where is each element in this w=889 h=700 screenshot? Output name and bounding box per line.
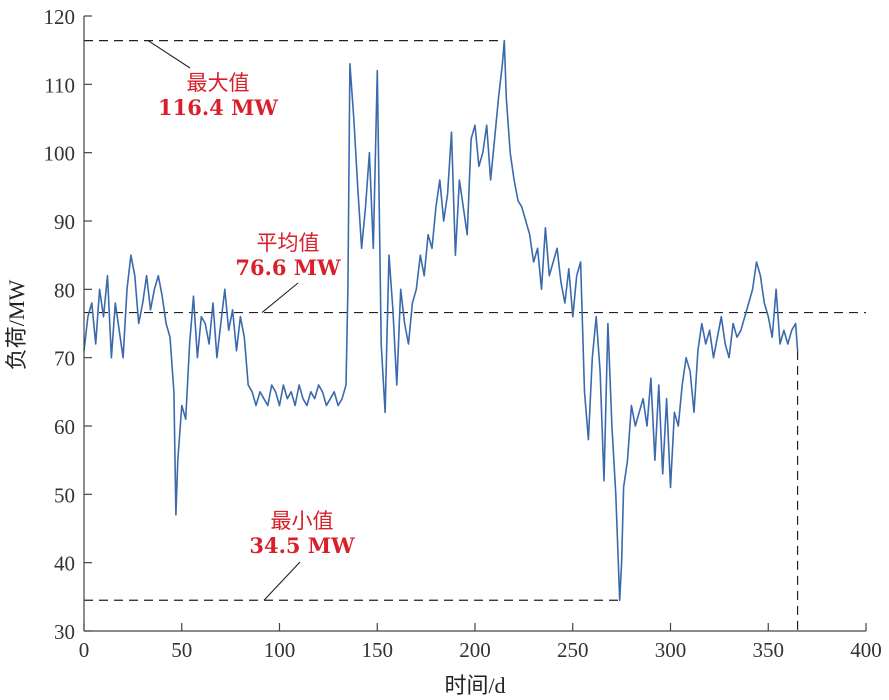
y-tick-label-90: 90 [54,210,75,234]
mean-value-label: 76.6 MW [235,255,341,280]
max-leader-line [147,40,191,69]
x-tick-label-0: 0 [79,638,90,662]
min-label: 最小值 [271,509,334,533]
max-label: 最大值 [187,71,250,95]
x-tick-label-300: 300 [655,638,687,662]
x-tick-label-150: 150 [362,638,394,662]
y-tick-label-110: 110 [44,73,75,97]
y-axis-title: 负荷/MW [4,280,29,371]
y-tick-label-80: 80 [54,278,75,302]
load-series-line [83,39,799,602]
x-axis-title: 时间/d [444,673,505,698]
max-value-label: 116.4 MW [158,95,278,120]
x-tick-label-400: 400 [850,638,882,662]
x-tick-label-250: 250 [557,638,589,662]
y-tick-label-70: 70 [54,347,75,371]
y-tick-label-40: 40 [54,552,75,576]
min-value-label: 34.5 MW [249,533,355,558]
y-tick-label-60: 60 [54,415,75,439]
x-tick-label-200: 200 [459,638,491,662]
y-tick-label-100: 100 [44,142,76,166]
mean-leader-line [261,282,299,313]
y-tick-label-50: 50 [54,483,75,507]
axes: 0 50 100 150 200 250 300 350 400 30 40 50 60 70 80 90 10… [44,5,882,662]
y-tick-label-120: 120 [44,5,76,29]
y-tick-label-30: 30 [54,620,75,644]
mean-label: 平均值 [257,231,320,255]
x-tick-label-350: 350 [753,638,785,662]
min-leader-line [263,561,301,601]
x-tick-label-50: 50 [171,638,192,662]
x-tick-label-100: 100 [264,638,296,662]
